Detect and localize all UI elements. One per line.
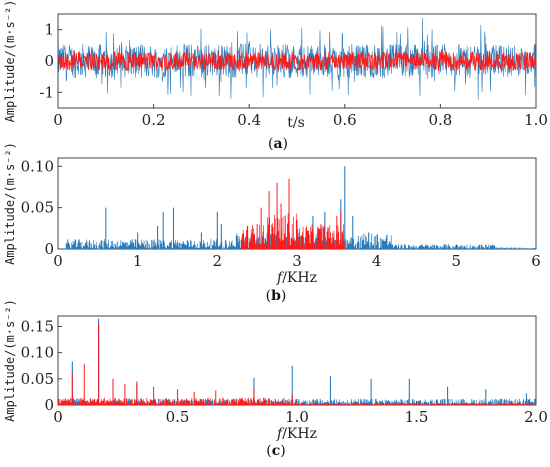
y-tick-label: 0.15 — [21, 317, 54, 335]
y-axis-label: Amplitude/(m·s⁻²) — [3, 142, 17, 265]
panel-c: 0 0.5 1.0 1.5 2.0 0 0.05 0.10 0.15 Amplitude/(m·s… — [3, 299, 548, 442]
x-tick-label: 2.0 — [524, 408, 548, 426]
x-axis-label: t/s — [287, 115, 305, 131]
x-tick-label: 1.5 — [405, 408, 429, 426]
y-tick-label: 0 — [44, 52, 54, 70]
series-filtered-spectrum — [57, 397, 537, 405]
x-tick-label: 1 — [133, 252, 143, 270]
plot-frame — [57, 315, 537, 406]
x-axis-label: f/KHz — [276, 270, 317, 286]
x-tick-label: 0.2 — [142, 111, 166, 129]
x-tick-label: 3 — [292, 252, 302, 270]
x-tick-label: 1.0 — [285, 408, 309, 426]
x-axis-label: f/KHz — [276, 426, 317, 442]
x-tick-label: 2 — [213, 252, 223, 270]
x-tick-label: 0.5 — [166, 408, 190, 426]
caption-b: (b) — [266, 288, 287, 304]
y-tick-label: 0.05 — [21, 199, 54, 217]
x-tick-label: 0.4 — [237, 111, 261, 129]
panel-a: 0 0.2 0.4 0.6 0.8 1.0 -1 0 1 Amplitude/(m·s⁻²) t/s — [3, 0, 548, 131]
y-tick-label: -1 — [39, 83, 54, 101]
series-filtered-spectrum — [241, 212, 346, 249]
caption-a: (a) — [268, 136, 288, 152]
x-tick-label: 0 — [53, 408, 63, 426]
y-tick-label: 0.10 — [21, 344, 54, 362]
x-tick-label: 1.0 — [524, 111, 548, 129]
y-tick-label: 0.10 — [21, 157, 54, 175]
y-tick-label: 0.05 — [21, 370, 54, 388]
x-tick-label: 6 — [531, 252, 541, 270]
x-tick-label: 0.8 — [428, 111, 452, 129]
x-tick-label: 0.6 — [333, 111, 357, 129]
x-tick-label: 0 — [53, 111, 63, 129]
series-denoised-signal — [57, 50, 537, 72]
caption-c: (c) — [266, 443, 285, 459]
y-axis-label: Amplitude/(m·s⁻²) — [3, 299, 17, 422]
x-tick-label: 4 — [372, 252, 382, 270]
y-tick-label: 1 — [44, 21, 54, 39]
series-raw-signal — [57, 17, 537, 100]
y-tick-label: 0 — [44, 396, 54, 414]
y-axis-label: Amplitude/(m·s⁻²) — [3, 0, 17, 122]
panel-b: 0 1 2 3 4 5 6 0 0.05 0.10 Amplitude/(m·s⁻²) f/KHz — [3, 142, 541, 286]
x-tick-label: 5 — [452, 252, 462, 270]
x-tick-label: 0 — [53, 252, 63, 270]
y-tick-label: 0 — [44, 240, 54, 258]
